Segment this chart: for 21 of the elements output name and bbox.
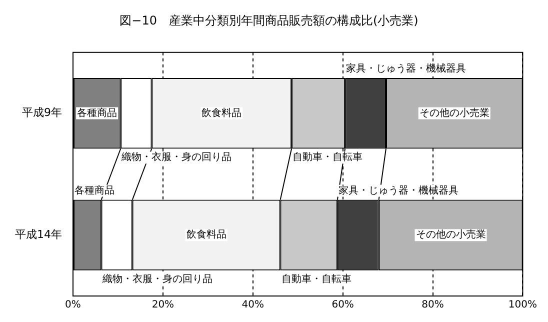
x-tick-label: 40%	[242, 300, 264, 311]
x-tick-label: 0%	[65, 300, 81, 311]
chart-title: 図−10 産業中分類別年間商品販売額の構成比(小売業)	[120, 13, 418, 28]
text: 織物・衣服・身の回り品	[122, 152, 232, 164]
text: 自動車・自転車	[292, 152, 363, 164]
text: 飲食料品	[186, 230, 226, 241]
x-tick-label: 20%	[152, 300, 174, 311]
series-label: 各種商品	[77, 106, 118, 119]
text: 家具・じゅう器・機械器具	[346, 64, 466, 75]
series-label: 織物・衣服・身の回り品	[101, 273, 212, 286]
y-tick-label: 平成14年	[14, 228, 62, 241]
text: その他の小売業	[416, 230, 486, 241]
series-label: 家具・じゅう器・機械器具	[338, 184, 458, 196]
x-tick-label: 80%	[422, 300, 444, 311]
series-label: 飲食料品	[202, 106, 242, 119]
text: 各種商品	[74, 185, 114, 196]
series-label: その他の小売業	[419, 106, 490, 119]
x-tick-label: 60%	[332, 300, 354, 311]
y-tick-label: 平成9年	[22, 106, 62, 120]
series-label: 自動車・自転車	[281, 273, 352, 286]
x-tick-label: 100%	[508, 300, 537, 311]
